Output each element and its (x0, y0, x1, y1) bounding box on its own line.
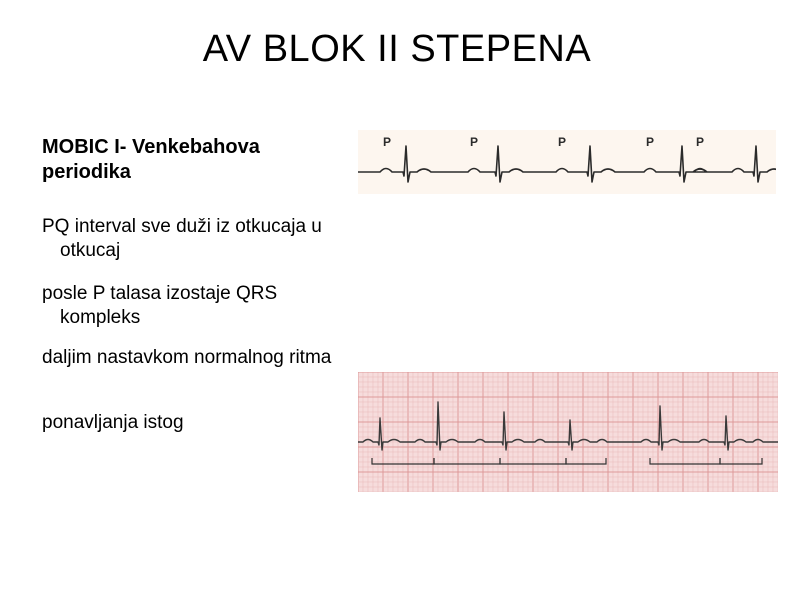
paragraph-1: PQ interval sve duži iz otkucaja u otkuc… (42, 215, 362, 263)
ecg-bottom-svg (358, 372, 778, 492)
page-title: AV BLOK II STEPENA (0, 28, 794, 71)
ecg-diagram-top: PPPPP (358, 130, 776, 194)
svg-text:P: P (558, 135, 566, 149)
svg-text:P: P (696, 135, 704, 149)
svg-text:P: P (383, 135, 391, 149)
paragraph-2-text: posle P talasa izostaje QRS kompleks (42, 282, 362, 330)
paragraph-3-text: daljim nastavkom normalnog ritma (42, 346, 362, 370)
ecg-diagram-bottom (358, 372, 778, 492)
paragraph-3: daljim nastavkom normalnog ritma (42, 346, 362, 370)
ecg-top-svg: PPPPP (358, 130, 776, 194)
paragraph-2: posle P talasa izostaje QRS kompleks (42, 282, 362, 330)
paragraph-1-text: PQ interval sve duži iz otkucaja u otkuc… (42, 215, 362, 263)
paragraph-4: ponavljanja istog (42, 411, 362, 435)
paragraph-4-text: ponavljanja istog (42, 411, 362, 435)
svg-text:P: P (646, 135, 654, 149)
svg-text:P: P (470, 135, 478, 149)
subtitle: MOBIC I- Venkebahova periodika (42, 135, 342, 185)
